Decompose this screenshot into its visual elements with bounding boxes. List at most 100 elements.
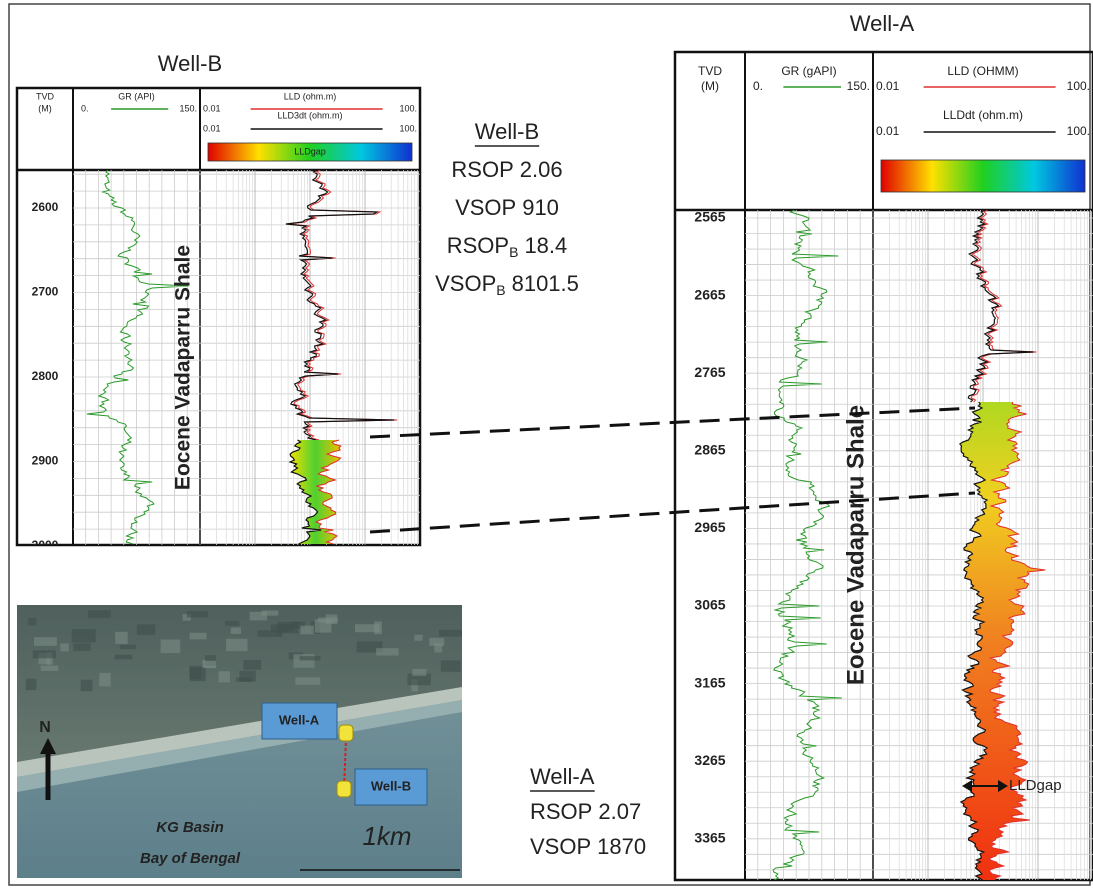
map-texture: [26, 679, 36, 691]
arrow-head: [962, 780, 972, 792]
map-texture: [41, 666, 58, 671]
map-texture: [412, 669, 426, 676]
scale-min: 0.01: [876, 124, 900, 138]
map-texture: [60, 643, 68, 651]
map-texture: [441, 660, 461, 671]
map-texture: [33, 650, 56, 658]
stats-value: 1870: [597, 834, 646, 859]
map-texture: [414, 635, 422, 641]
map-texture: [243, 660, 261, 670]
stats-label: RSOP: [530, 799, 592, 824]
map-texture: [115, 655, 133, 660]
stats-label: RSOP: [451, 157, 513, 182]
stats-subscript: B: [509, 244, 518, 260]
stats-value: 2.06: [520, 157, 563, 182]
column-title: LLD3dt (ohm.m): [277, 110, 342, 120]
scale-max: 100.: [1067, 79, 1090, 93]
map-texture: [236, 677, 252, 681]
map-texture: [376, 648, 399, 655]
map-texture: [250, 612, 267, 621]
stats-line: VSOPB8101.5: [435, 271, 579, 298]
map-texture: [115, 632, 128, 644]
column-title: LLD (OHMM): [947, 64, 1018, 78]
stats-line: RSOP2.07: [530, 799, 641, 824]
color-bar-label: LLDgap: [294, 146, 326, 156]
stats-value: 2.07: [598, 799, 641, 824]
map-texture: [300, 626, 313, 635]
column-title: GR (API): [118, 91, 155, 101]
scale-min: 0.01: [876, 79, 900, 93]
map-texture: [72, 629, 96, 643]
map-texture: [226, 639, 247, 651]
stats-value: 8101.5: [512, 271, 579, 296]
column-title: GR (gAPI): [781, 64, 836, 78]
depth-label: 3365: [694, 830, 725, 846]
map-texture: [219, 671, 230, 682]
scale-max: 100.: [1067, 124, 1090, 138]
depth-label: 3265: [694, 752, 725, 768]
log-body: [73, 39, 420, 545]
map-label: Bay of Bengal: [140, 850, 241, 867]
depth-label: 2700: [32, 285, 59, 299]
column-title: LLD (ohm.m): [284, 91, 337, 101]
scale-min: 0.01: [203, 103, 221, 113]
stats-value: 910: [522, 195, 559, 220]
color-bar: [881, 160, 1085, 192]
scale-min: 0.01: [203, 123, 221, 133]
log-title: Well-B: [158, 51, 222, 76]
scale-min: 0.: [81, 103, 89, 113]
column-unit: (M): [38, 103, 52, 113]
map-texture: [204, 661, 216, 668]
stats-title: Well-A: [530, 764, 595, 789]
correlation-line: [370, 408, 975, 437]
depth-label: 2600: [32, 200, 59, 214]
map-texture: [81, 680, 93, 692]
depth-label: 2900: [32, 454, 59, 468]
lld-curve: [286, 170, 394, 440]
well-pin: [337, 781, 351, 797]
formation-label: Eocene Vadaparru Shale: [842, 405, 869, 685]
page: Well-BTVD(M)GR (API)0.150.LLD (ohm.m)0.0…: [0, 0, 1093, 888]
column-title: TVD: [698, 64, 722, 78]
map-texture: [137, 624, 156, 634]
scale-max: 150.: [847, 79, 870, 93]
well-label: Well-B: [371, 778, 411, 793]
map-texture: [429, 638, 444, 646]
log-title: Well-A: [850, 11, 915, 36]
map-texture: [271, 624, 293, 631]
map-texture: [187, 611, 208, 617]
stats-title: Well-B: [475, 119, 539, 144]
scale-max: 100.: [399, 123, 417, 133]
north-label: N: [39, 719, 51, 736]
formation-label: Eocene Vadaparru Shale: [172, 245, 195, 490]
map-label: KG Basin: [156, 819, 224, 836]
map-texture: [28, 618, 36, 625]
depth-label: 2800: [32, 369, 59, 383]
map-texture: [295, 677, 320, 684]
depth-label: 3165: [694, 674, 725, 690]
column-unit: (M): [701, 79, 719, 93]
map-texture: [231, 627, 241, 633]
map-texture: [120, 645, 136, 649]
scale-min: 0.: [753, 79, 763, 93]
stats-line: VSOP1870: [530, 834, 646, 859]
stats-label: VSOP: [530, 834, 591, 859]
stats-label: VSOP: [455, 195, 516, 220]
scale-label: 1km: [362, 821, 411, 851]
scale-max: 100.: [399, 103, 417, 113]
map-texture: [225, 621, 239, 626]
map-texture: [439, 630, 463, 637]
well-label: Well-A: [279, 712, 320, 727]
map-texture: [374, 622, 382, 635]
map-texture: [73, 643, 90, 651]
map-texture: [315, 619, 332, 632]
depth-label: 2865: [694, 442, 725, 458]
map-texture: [161, 640, 181, 653]
depth-label: 3065: [694, 597, 725, 613]
column-title: LLDdt (ohm.m): [943, 108, 1023, 122]
map-texture: [88, 610, 111, 618]
depth-label: 2765: [694, 364, 725, 380]
stats-subscript: B: [496, 282, 505, 298]
